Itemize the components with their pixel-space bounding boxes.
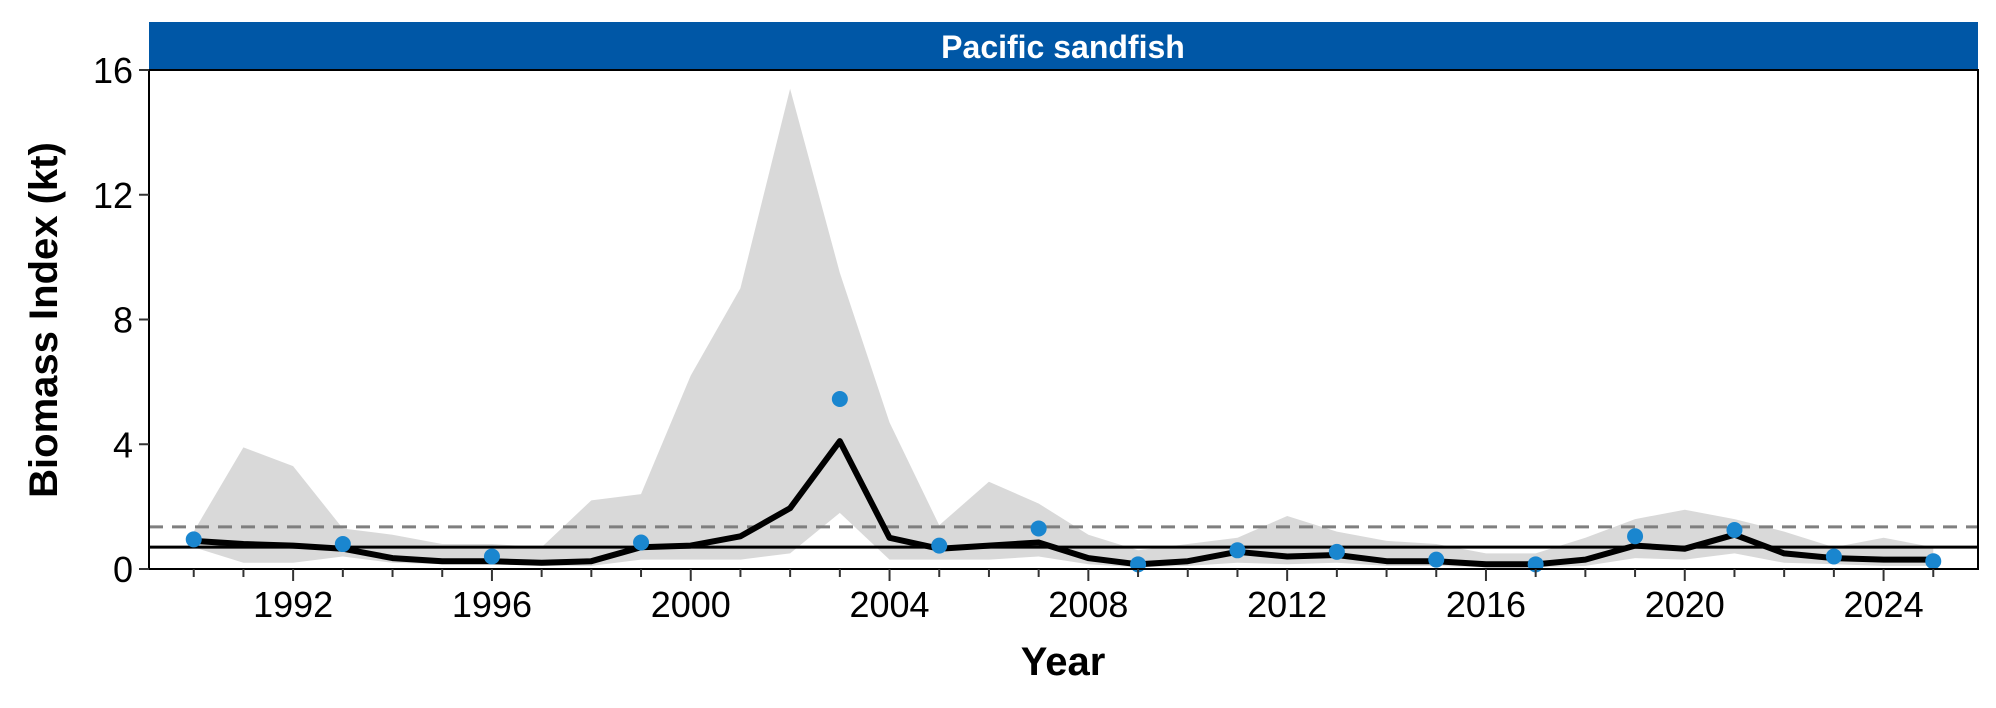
plot-area xyxy=(149,88,1978,573)
observed-point xyxy=(1428,551,1445,568)
y-tick-label: 12 xyxy=(93,175,133,216)
y-axis-title: Biomass Index (kt) xyxy=(22,142,66,498)
y-tick-label: 8 xyxy=(113,300,133,341)
observed-point xyxy=(483,548,500,565)
y-tick-label: 16 xyxy=(93,50,133,91)
x-tick-label: 1996 xyxy=(452,584,532,625)
observed-point xyxy=(1030,520,1047,537)
x-tick-label: 2004 xyxy=(849,584,929,625)
x-tick-label: 2024 xyxy=(1844,584,1924,625)
x-axis-title: Year xyxy=(1021,640,1106,684)
observed-point xyxy=(1726,522,1743,539)
x-tick-label: 2000 xyxy=(651,584,731,625)
observed-point xyxy=(185,531,202,548)
observed-point xyxy=(831,391,848,408)
observed-point xyxy=(633,534,650,551)
x-tick-label: 1992 xyxy=(253,584,333,625)
y-axis: 0 4 8 12 16 xyxy=(93,50,149,590)
observed-point xyxy=(1229,542,1246,559)
confidence-band xyxy=(193,88,1934,568)
chart-title: Pacific sandfish xyxy=(941,29,1185,65)
x-tick-label: 2020 xyxy=(1645,584,1725,625)
x-axis: 1992 1996 2000 2004 2008 2012 2016 2020 2024 xyxy=(192,569,1935,625)
observed-point xyxy=(1825,548,1842,565)
x-tick-label: 2016 xyxy=(1446,584,1526,625)
observed-point xyxy=(1328,543,1345,560)
observed-point xyxy=(1627,528,1644,545)
panel-border xyxy=(148,69,1979,570)
observed-point xyxy=(334,536,351,553)
y-tick-label: 4 xyxy=(113,424,133,465)
y-tick-label: 0 xyxy=(113,549,133,590)
observed-point xyxy=(931,537,948,554)
x-tick-label: 2012 xyxy=(1247,584,1327,625)
x-tick-label: 2008 xyxy=(1048,584,1128,625)
observed-point xyxy=(1925,553,1942,570)
strip-header xyxy=(149,22,1978,70)
fitted-index-line xyxy=(190,438,1937,568)
